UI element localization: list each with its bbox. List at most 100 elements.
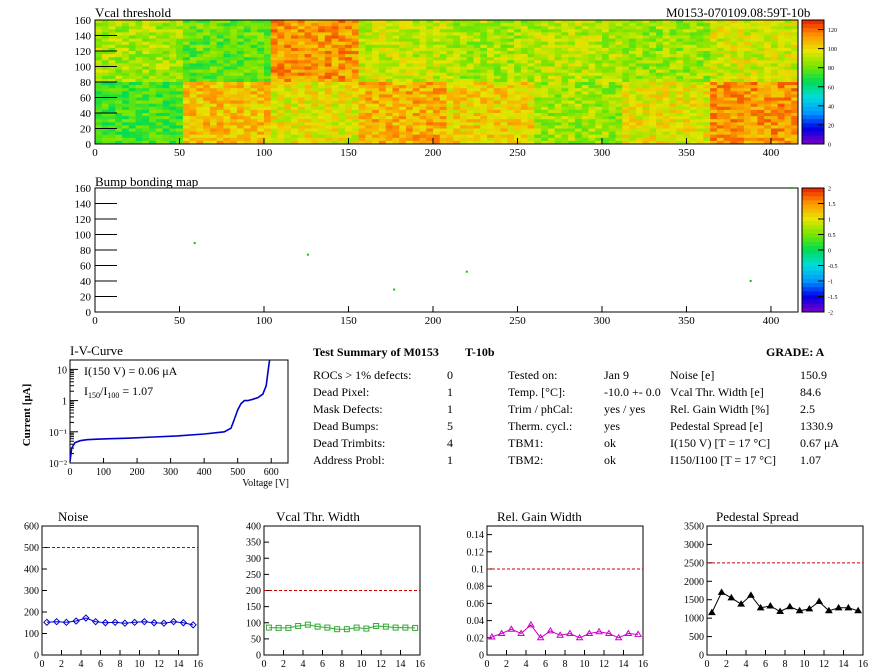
heat-cell: [189, 29, 197, 33]
heat-cell: [203, 116, 211, 120]
heat-cell: [541, 82, 549, 86]
heat-cell: [182, 113, 191, 117]
heat-cell: [182, 140, 191, 145]
heat-cell: [689, 140, 698, 145]
heat-cell: [189, 119, 197, 123]
iv-title: I-V-Curve: [70, 343, 123, 358]
heat-cell: [710, 38, 718, 43]
heat-cell: [622, 103, 630, 108]
heat-cell: [304, 20, 312, 24]
heat-cell: [243, 78, 251, 83]
heat-cell: [236, 60, 245, 64]
heat-cell: [676, 47, 684, 52]
heat-cell: [662, 47, 670, 52]
heat-cell: [615, 29, 623, 33]
heat-cell: [791, 134, 799, 139]
heat-cell: [520, 23, 529, 27]
heat-cell: [392, 140, 400, 145]
heat-cell: [574, 63, 583, 67]
heat-cell: [257, 44, 265, 49]
heat-cell: [791, 51, 799, 55]
heat-cell: [101, 72, 109, 77]
heat-cell: [581, 44, 589, 49]
heat-cell: [291, 57, 299, 61]
heat-cell: [615, 35, 623, 39]
heat-cell: [534, 78, 542, 83]
heat-cell: [689, 75, 698, 80]
heat-cell: [324, 103, 332, 108]
heat-cell: [703, 94, 711, 98]
heat-cell: [723, 113, 731, 117]
iv-annotation-ratio: I150/I100 = 1.07: [84, 384, 154, 400]
heat-cell: [588, 134, 596, 139]
heat-cell: [216, 125, 224, 129]
heat-cell: [122, 97, 130, 101]
heat-cell: [743, 26, 752, 30]
heat-cell: [615, 134, 623, 139]
bump-bonding-map: 0 50 100 150 200 250 300 350 400 020406080100120…: [75, 183, 838, 327]
heat-cell: [601, 122, 610, 126]
heat-cell: [351, 131, 360, 136]
heat-cell: [730, 26, 738, 30]
heat-cell: [696, 66, 704, 70]
heat-cell: [399, 94, 407, 98]
data-point: [392, 624, 399, 631]
heat-cell: [466, 103, 474, 108]
heat-cell: [372, 32, 380, 36]
heat-cell: [683, 41, 691, 46]
heat-cell: [291, 23, 299, 27]
heat-cell: [723, 119, 731, 123]
heat-cell: [460, 125, 468, 129]
heat-cell: [263, 106, 272, 111]
heat-cell: [480, 94, 488, 98]
heat-cell: [365, 134, 373, 139]
heat-cell: [169, 60, 177, 64]
heat-cell: [216, 131, 224, 136]
data-point: [575, 633, 584, 641]
heat-cell: [209, 63, 218, 67]
heat-cell: [426, 44, 434, 49]
heat-cell: [568, 72, 576, 77]
heat-cell: [209, 47, 218, 52]
x-tick-label: 10: [135, 659, 145, 670]
palette-cell: [802, 119, 824, 124]
iv-annotation-current: I(150 V) = 0.06 μA: [84, 364, 178, 378]
heat-cell: [453, 32, 461, 36]
heat-cell: [723, 20, 731, 24]
heat-cell: [358, 137, 366, 142]
heat-cell: [527, 119, 535, 123]
heat-cell: [412, 131, 420, 136]
heat-cell: [791, 69, 799, 74]
heat-cell: [392, 44, 400, 49]
heat-cell: [466, 131, 474, 136]
heat-cell: [439, 109, 447, 114]
heat-cell: [764, 78, 772, 83]
heat-cell: [304, 54, 312, 58]
heat-cell: [784, 119, 792, 123]
heat-cell: [750, 91, 758, 95]
palette-cell: [802, 266, 824, 272]
heat-cell: [460, 23, 468, 27]
heat-cell: [318, 20, 326, 24]
heat-cell: [460, 134, 468, 139]
heat-cell: [405, 131, 414, 136]
heat-cell: [230, 85, 238, 89]
heat-cell: [534, 69, 542, 74]
heat-cell: [203, 51, 211, 55]
heat-cell: [635, 131, 643, 136]
heat-cell: [108, 128, 116, 132]
heat-cell: [385, 60, 393, 64]
heat-cell: [257, 38, 265, 43]
heat-cell: [696, 29, 704, 33]
heat-cell: [149, 35, 157, 39]
palette-tick-label: 120: [828, 28, 837, 34]
heat-cell: [642, 47, 650, 52]
heat-cell: [649, 23, 657, 27]
heat-cell: [263, 72, 272, 77]
summary-value: 0.67 μA: [800, 436, 840, 450]
heat-cell: [196, 60, 204, 64]
heat-cell: [230, 122, 238, 126]
heat-cell: [683, 116, 691, 120]
heat-cell: [595, 103, 603, 108]
heat-cell: [520, 78, 529, 83]
